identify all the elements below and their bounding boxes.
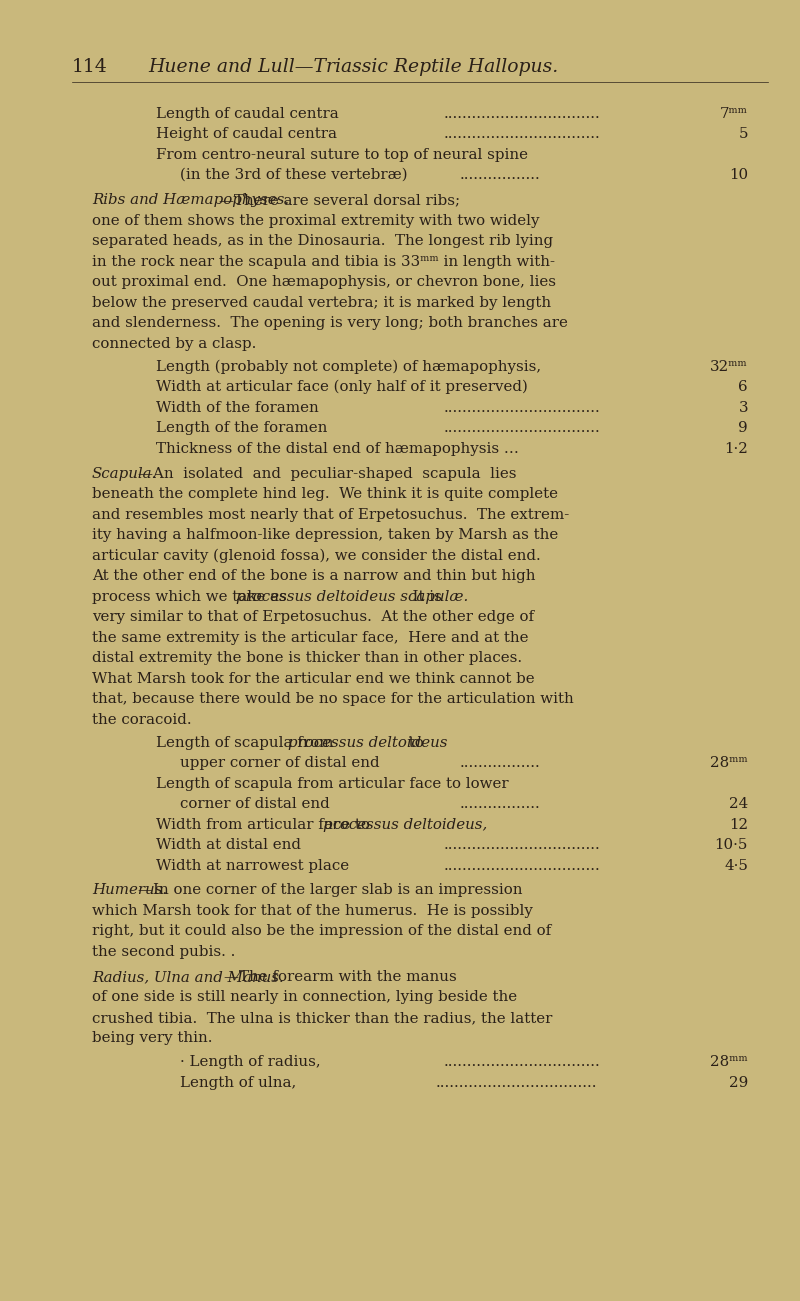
- Text: .................................: .................................: [444, 422, 601, 435]
- Text: Humerus.: Humerus.: [92, 883, 167, 896]
- Text: the same extremity is the articular face,  Here and at the: the same extremity is the articular face…: [92, 631, 529, 645]
- Text: 10: 10: [729, 168, 748, 182]
- Text: ity having a halfmoon-like depression, taken by Marsh as the: ity having a halfmoon-like depression, t…: [92, 528, 558, 543]
- Text: .................: .................: [460, 168, 541, 182]
- Text: which Marsh took for that of the humerus.  He is possibly: which Marsh took for that of the humerus…: [92, 904, 533, 919]
- Text: Length of scapula from: Length of scapula from: [156, 736, 338, 749]
- Text: Height of caudal centra: Height of caudal centra: [156, 127, 342, 141]
- Text: Length of ulna,: Length of ulna,: [180, 1076, 301, 1090]
- Text: 10·5: 10·5: [714, 838, 748, 852]
- Text: Length of scapula from articular face to lower: Length of scapula from articular face to…: [156, 777, 509, 791]
- Text: Length of caudal centra: Length of caudal centra: [156, 107, 343, 121]
- Text: processus deltoideus,: processus deltoideus,: [323, 818, 487, 833]
- Text: What Marsh took for the articular end we think cannot be: What Marsh took for the articular end we…: [92, 673, 534, 686]
- Text: Huene and Lull—Triassic Reptile Hallopus.: Huene and Lull—Triassic Reptile Hallopus…: [148, 59, 558, 75]
- Text: 28ᵐᵐ: 28ᵐᵐ: [710, 1055, 748, 1069]
- Text: corner of distal end: corner of distal end: [180, 798, 334, 811]
- Text: Scapula.: Scapula.: [92, 467, 158, 481]
- Text: right, but it could also be the impression of the distal end of: right, but it could also be the impressi…: [92, 924, 551, 938]
- Text: Thickness of the distal end of hæmapophysis …: Thickness of the distal end of hæmapophy…: [156, 442, 519, 455]
- Text: distal extremity the bone is thicker than in other places.: distal extremity the bone is thicker tha…: [92, 650, 522, 665]
- Text: .................................: .................................: [444, 401, 601, 415]
- Text: separated heads, as in the Dinosauria.  The longest rib lying: separated heads, as in the Dinosauria. T…: [92, 234, 553, 248]
- Text: Width at articular face (only half of it preserved): Width at articular face (only half of it…: [156, 380, 528, 394]
- Text: .................................: .................................: [444, 838, 601, 852]
- Text: the coracoid.: the coracoid.: [92, 713, 192, 727]
- Text: 24: 24: [729, 798, 748, 811]
- Text: .................................: .................................: [444, 107, 601, 121]
- Text: process which we take as: process which we take as: [92, 589, 291, 604]
- Text: the second pubis. .: the second pubis. .: [92, 945, 235, 959]
- Text: of one side is still nearly in connection, lying beside the: of one side is still nearly in connectio…: [92, 990, 517, 1004]
- Text: 7ᵐᵐ: 7ᵐᵐ: [720, 107, 748, 121]
- Text: —There are several dorsal ribs;: —There are several dorsal ribs;: [218, 193, 460, 207]
- Text: 3: 3: [738, 401, 748, 415]
- Text: Length of the foramen: Length of the foramen: [156, 422, 332, 435]
- Text: Width from articular face to: Width from articular face to: [156, 818, 374, 833]
- Text: 5: 5: [738, 127, 748, 141]
- Text: —An  isolated  and  peculiar-shaped  scapula  lies: —An isolated and peculiar-shaped scapula…: [138, 467, 517, 481]
- Text: 1·2: 1·2: [724, 442, 748, 455]
- Text: .................................: .................................: [444, 859, 601, 873]
- Text: upper corner of distal end: upper corner of distal end: [180, 756, 384, 770]
- Text: At the other end of the bone is a narrow and thin but high: At the other end of the bone is a narrow…: [92, 569, 535, 583]
- Text: Width at distal end: Width at distal end: [156, 838, 306, 852]
- Text: out proximal end.  One hæmapophysis, or chevron bone, lies: out proximal end. One hæmapophysis, or c…: [92, 275, 556, 289]
- Text: Ribs and Hæmapophyses.: Ribs and Hæmapophyses.: [92, 193, 289, 207]
- Text: —The forearm with the manus: —The forearm with the manus: [225, 971, 458, 984]
- Text: 29: 29: [729, 1076, 748, 1090]
- Text: 9: 9: [738, 422, 748, 435]
- Text: that, because there would be no space for the articulation with: that, because there would be no space fo…: [92, 692, 574, 706]
- Text: being very thin.: being very thin.: [92, 1030, 213, 1045]
- Text: ..................................: ..................................: [436, 1076, 598, 1090]
- Text: —In one corner of the larger slab is an impression: —In one corner of the larger slab is an …: [138, 883, 522, 896]
- Text: From centro-neural suture to top of neural spine: From centro-neural suture to top of neur…: [156, 148, 528, 163]
- Text: articular cavity (glenoid fossa), we consider the distal end.: articular cavity (glenoid fossa), we con…: [92, 549, 541, 563]
- Text: 12: 12: [729, 818, 748, 833]
- Text: 32ᵐᵐ: 32ᵐᵐ: [710, 360, 748, 373]
- Text: 28ᵐᵐ: 28ᵐᵐ: [710, 756, 748, 770]
- Text: It is: It is: [403, 589, 442, 604]
- Text: Width at narrowest place: Width at narrowest place: [156, 859, 354, 873]
- Text: very similar to that of Erpetosuchus.  At the other edge of: very similar to that of Erpetosuchus. At…: [92, 610, 534, 624]
- Text: 6: 6: [738, 380, 748, 394]
- Text: crushed tibia.  The ulna is thicker than the radius, the latter: crushed tibia. The ulna is thicker than …: [92, 1011, 552, 1025]
- Text: processus deltoideus: processus deltoideus: [289, 736, 448, 749]
- Text: and resembles most nearly that of Erpetosuchus.  The extrem-: and resembles most nearly that of Erpeto…: [92, 507, 570, 522]
- Text: .................: .................: [460, 756, 541, 770]
- Text: processus deltoideus scapulæ.: processus deltoideus scapulæ.: [236, 589, 468, 604]
- Text: 114: 114: [72, 59, 108, 75]
- Text: .................................: .................................: [444, 1055, 601, 1069]
- Text: beneath the complete hind leg.  We think it is quite complete: beneath the complete hind leg. We think …: [92, 487, 558, 501]
- Text: one of them shows the proximal extremity with two widely: one of them shows the proximal extremity…: [92, 213, 539, 228]
- Text: connected by a clasp.: connected by a clasp.: [92, 337, 256, 351]
- Text: .................................: .................................: [444, 127, 601, 141]
- Text: 4·5: 4·5: [724, 859, 748, 873]
- Text: Width of the foramen: Width of the foramen: [156, 401, 323, 415]
- Text: Length (probably not complete) of hæmapophysis,: Length (probably not complete) of hæmapo…: [156, 360, 541, 375]
- Text: (in the 3rd of these vertebræ): (in the 3rd of these vertebræ): [180, 168, 407, 182]
- Text: .................: .................: [460, 798, 541, 811]
- Text: · Length of radius,: · Length of radius,: [180, 1055, 326, 1069]
- Text: to: to: [404, 736, 423, 749]
- Text: and slenderness.  The opening is very long; both branches are: and slenderness. The opening is very lon…: [92, 316, 568, 330]
- Text: in the rock near the scapula and tibia is 33ᵐᵐ in length with-: in the rock near the scapula and tibia i…: [92, 255, 555, 269]
- Text: Radius, Ulna and Manus.: Radius, Ulna and Manus.: [92, 971, 284, 984]
- Text: below the preserved caudal vertebra; it is marked by length: below the preserved caudal vertebra; it …: [92, 297, 551, 310]
